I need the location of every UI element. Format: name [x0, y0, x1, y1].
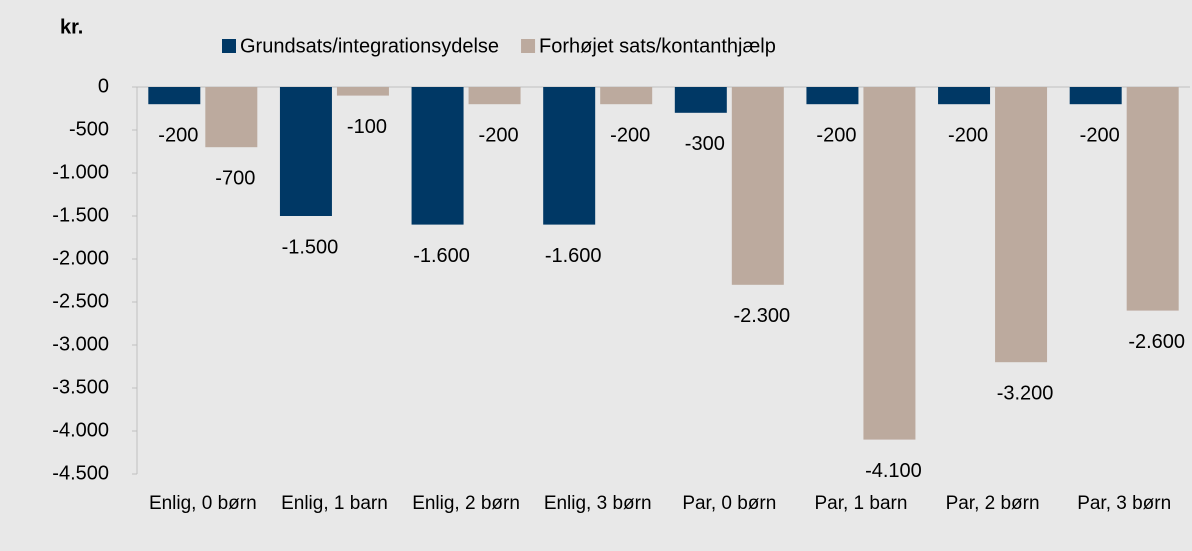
data-label: -300 [685, 133, 725, 155]
y-tick-label: -2.000 [52, 247, 109, 269]
data-label: -1.500 [282, 236, 339, 258]
legend-label: Forhøjet sats/kontanthjælp [539, 35, 776, 57]
x-tick-label: Enlig, 3 børn [543, 493, 652, 514]
bar [336, 87, 389, 96]
y-tick-label: 0 [98, 75, 109, 97]
bar [600, 87, 653, 105]
x-tick-label: Par, 2 børn [945, 493, 1040, 514]
x-tick-label: Par, 1 barn [814, 493, 908, 514]
data-label: -3.200 [997, 382, 1054, 404]
x-tick-label: Par, 0 børn [682, 493, 777, 514]
y-tick-label: -3.000 [52, 333, 109, 355]
y-tick-label: -3.500 [52, 376, 109, 398]
x-tick-label: Enlig, 1 barn [281, 493, 388, 514]
legend-swatch [222, 39, 236, 53]
bar [205, 87, 258, 148]
y-axis-label: kr. [60, 16, 83, 38]
bar [938, 87, 991, 105]
legend-swatch [521, 39, 536, 53]
data-label: -200 [816, 124, 856, 146]
y-tick-label: -2.500 [52, 290, 109, 312]
bar [1069, 87, 1122, 105]
data-label: -200 [610, 124, 650, 146]
bar [806, 87, 859, 105]
x-tick-label: Enlig, 0 børn [148, 493, 257, 514]
y-tick-label: -4.000 [52, 419, 109, 441]
bar [995, 87, 1048, 363]
data-label: -100 [347, 116, 387, 138]
data-label: -700 [215, 167, 255, 189]
legend-label: Grundsats/integrationsydelse [240, 35, 499, 57]
bar [1126, 87, 1179, 311]
bar [863, 87, 916, 440]
y-tick-label: -500 [69, 118, 109, 140]
data-label: -4.100 [865, 460, 922, 482]
data-label: -200 [1080, 124, 1120, 146]
bar [148, 87, 201, 105]
y-tick-label: -1.000 [52, 161, 109, 183]
x-tick-label: Enlig, 2 børn [412, 493, 520, 514]
data-label: -2.600 [1128, 331, 1185, 353]
bar [279, 87, 332, 216]
y-tick-label: -4.500 [52, 462, 109, 484]
bar [543, 87, 596, 225]
bar [674, 87, 727, 113]
bar [411, 87, 464, 225]
data-label: -2.300 [733, 305, 790, 327]
data-label: -1.600 [545, 245, 602, 267]
bar [731, 87, 784, 285]
y-tick-label: -1.500 [52, 204, 109, 226]
x-tick-label: Par, 3 børn [1077, 493, 1172, 514]
bar [468, 87, 521, 105]
data-label: -1.600 [413, 245, 470, 267]
data-label: -200 [948, 124, 988, 146]
data-label: -200 [158, 124, 198, 146]
data-label: -200 [479, 124, 519, 146]
